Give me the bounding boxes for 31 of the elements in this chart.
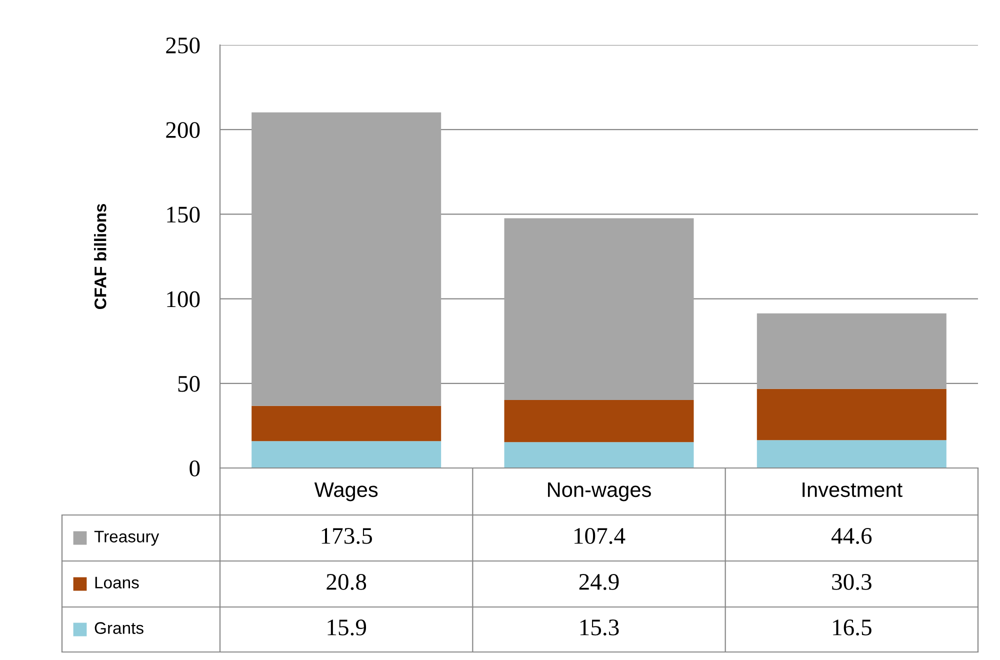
data-label: 107.4 <box>574 528 626 544</box>
bar <box>252 441 442 468</box>
data-label: 173.5 <box>322 528 372 544</box>
y-axis-title: CFAF billions <box>94 204 106 310</box>
x-tick-label: Investment <box>802 482 902 498</box>
data-label: 30.3 <box>832 574 872 590</box>
data-label: 15.9 <box>328 620 366 636</box>
bar <box>504 442 694 468</box>
data-label: 20.8 <box>326 574 366 590</box>
bar <box>252 112 442 406</box>
legend-label: Treasury <box>94 530 160 546</box>
bar <box>252 406 442 442</box>
data-label: 16.5 <box>833 620 872 636</box>
bar <box>756 388 946 440</box>
data-label: 15.3 <box>580 620 619 636</box>
data-label: 44.6 <box>831 528 872 544</box>
legend-label: Grants <box>94 622 144 634</box>
y-tick-label: 250 <box>166 37 200 54</box>
x-tick-label: Non-wages <box>548 482 651 502</box>
bar <box>504 218 694 400</box>
y-tick-label: 0 <box>190 460 200 476</box>
y-tick-label: 100 <box>167 291 200 308</box>
y-tick-label: 200 <box>166 122 200 138</box>
bar <box>756 440 946 468</box>
bar <box>756 313 946 389</box>
legend-label: Loans <box>95 576 139 588</box>
y-tick-label: 150 <box>167 206 200 223</box>
y-tick-label: 50 <box>178 376 200 392</box>
x-tick-label: Wages <box>314 482 378 502</box>
bar <box>504 400 694 442</box>
data-label: 24.9 <box>579 574 619 590</box>
